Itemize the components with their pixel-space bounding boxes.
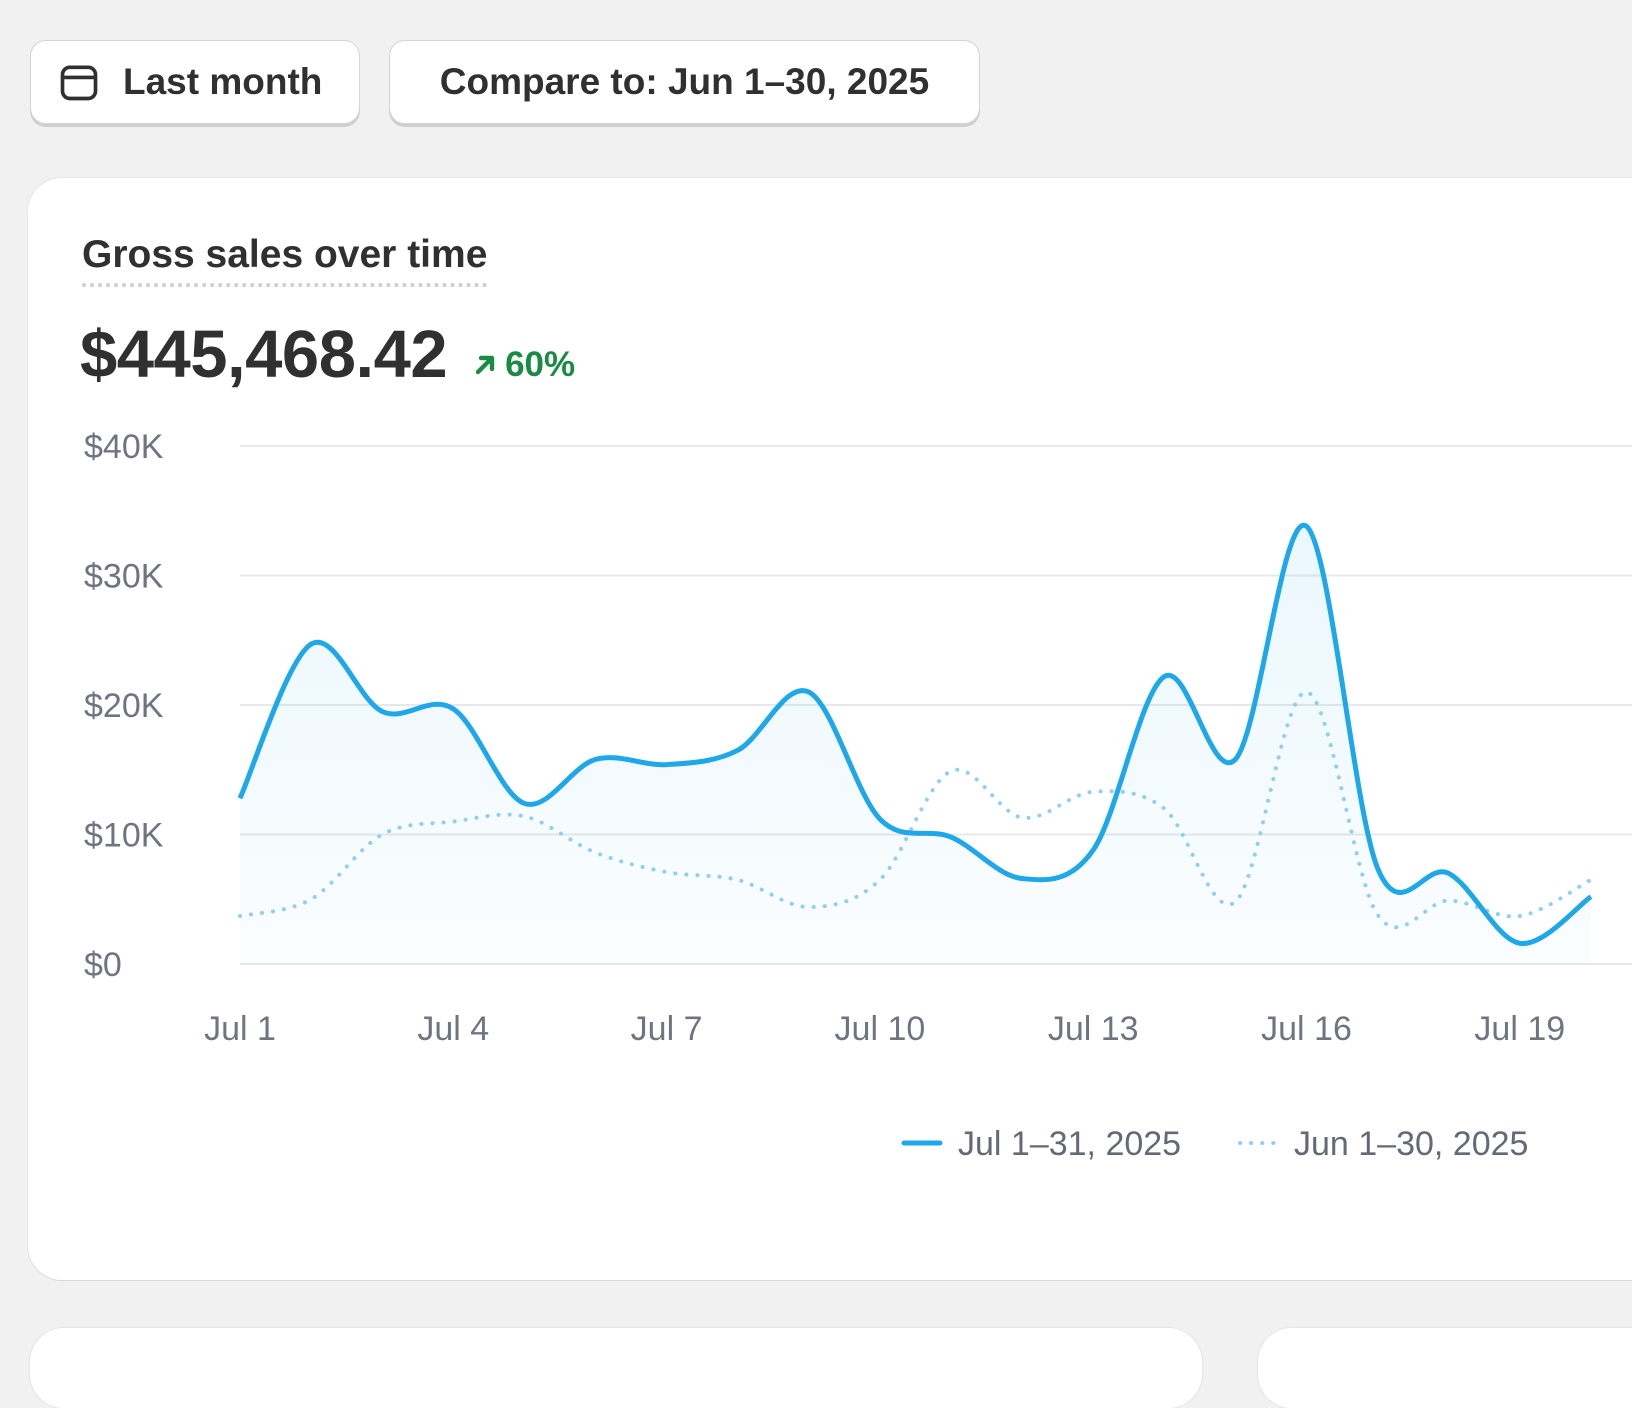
card-title[interactable]: Gross sales over time <box>82 233 488 287</box>
y-tick-label: $10K <box>84 817 164 855</box>
y-tick-label: $0 <box>84 946 122 984</box>
date-range-button[interactable]: Last month <box>30 40 360 124</box>
series-line-previous <box>238 690 1593 930</box>
series-line-current <box>237 522 1593 946</box>
legend-label-current: Jul 1–31, 2025 <box>958 1125 1181 1163</box>
series-area-current <box>240 525 1591 964</box>
x-tick-label: Jul 19 <box>1474 1010 1565 1048</box>
y-tick-label: $30K <box>84 558 164 596</box>
compare-label: Compare to: Jun 1–30, 2025 <box>439 61 930 102</box>
series-group <box>237 522 1593 964</box>
change-badge: 60% <box>473 345 575 385</box>
sales-line-chart: $0 $10K $20K $30K $40K Jul 1 Jul 4 Jul 7 Jul 10 J… <box>84 428 1632 1163</box>
gross-sales-value: $445,468.42 <box>80 317 448 392</box>
x-tick-label: Jul 10 <box>835 1010 926 1048</box>
x-tick-label: Jul 13 <box>1048 1010 1139 1048</box>
x-tick-label: Jul 1 <box>204 1010 276 1048</box>
compare-button[interactable]: Compare to: Jun 1–30, 2025 <box>389 40 980 124</box>
x-tick-label: Jul 16 <box>1261 1010 1352 1048</box>
calendar-icon <box>57 60 101 104</box>
change-percent: 60% <box>505 345 576 384</box>
y-tick-label: $40K <box>84 428 164 466</box>
x-tick-label: Jul 4 <box>417 1010 489 1048</box>
arrow-up-right-icon <box>475 355 495 375</box>
y-tick-label: $20K <box>84 687 164 725</box>
date-range-label: Last month <box>123 61 323 102</box>
metric-row: $445,468.42 60% <box>80 316 575 393</box>
x-tick-label: Jul 7 <box>631 1010 703 1048</box>
legend-label-previous: Jun 1–30, 2025 <box>1294 1125 1528 1163</box>
